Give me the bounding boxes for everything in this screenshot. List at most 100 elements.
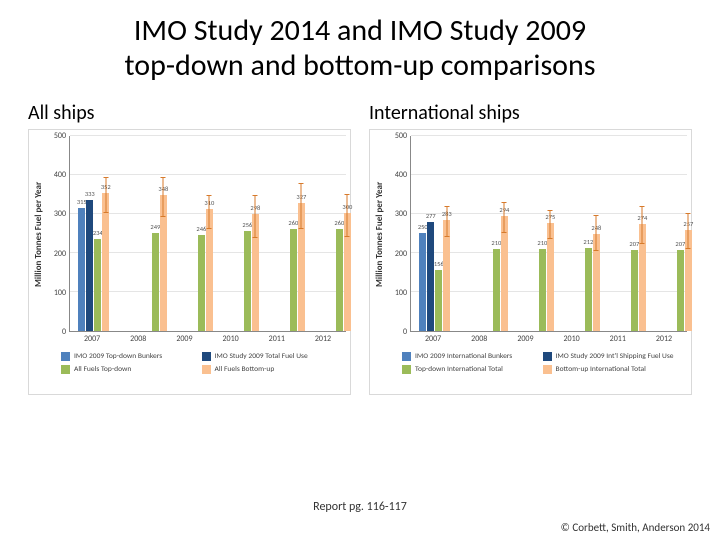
bar: 298: [252, 214, 259, 331]
page-title: IMO Study 2014 and IMO Study 2009 top-do…: [28, 14, 692, 83]
bar: 275: [547, 223, 554, 331]
legend-item: Top-down International Total: [402, 365, 543, 374]
title-line-2: top-down and bottom-up comparisons: [125, 47, 596, 84]
legend-label: IMO Study 2009 Total Fuel Use: [215, 352, 308, 361]
bar-value-label: 207: [675, 240, 685, 248]
error-bar: [105, 177, 106, 213]
bar-value-label: 212: [583, 238, 593, 246]
bar: 327: [298, 203, 305, 331]
bar-value-label: 156: [434, 260, 444, 268]
subtitles-row: All ships International ships: [28, 101, 692, 125]
legend-item: IMO 2009 Top-down Bunkers: [61, 352, 202, 361]
chart-all-ships: Million Tonnes Fuel per Year010020030040…: [28, 129, 351, 395]
legend-item: IMO Study 2009 Total Fuel Use: [202, 352, 343, 361]
bar: 310: [206, 209, 213, 331]
bar-value-label: 250: [418, 223, 428, 231]
bar-value-label: 210: [491, 239, 501, 247]
bar-group: 250277156283: [419, 220, 450, 331]
bar: 348: [160, 195, 167, 331]
title-line-1: IMO Study 2014 and IMO Study 2009: [134, 12, 586, 49]
bar: 294: [501, 216, 508, 331]
bar: 207: [677, 250, 684, 331]
y-axis: 0100200300400500: [47, 136, 69, 332]
x-axis: 200720082009201020112012: [410, 334, 687, 344]
x-tick-label: 2009: [161, 334, 207, 344]
legend-swatch: [543, 352, 552, 361]
bar: 210: [493, 249, 500, 331]
bar: 212: [585, 248, 592, 331]
bar: 246: [198, 235, 205, 331]
error-bar: [596, 215, 597, 251]
subtitle-right: International ships: [369, 101, 692, 125]
charts-row: Million Tonnes Fuel per Year010020030040…: [28, 129, 692, 395]
legend-item: All Fuels Top-down: [61, 365, 202, 374]
legend: IMO 2009 International Bunkers IMO Study …: [402, 352, 683, 374]
x-tick-label: 2011: [254, 334, 300, 344]
bar-value-label: 234: [93, 229, 103, 237]
legend-swatch: [202, 365, 211, 374]
y-axis-label: Million Tonnes Fuel per Year: [33, 136, 47, 332]
x-tick-label: 2007: [410, 334, 456, 344]
bar-value-label: 256: [242, 221, 252, 229]
legend-label: All Fuels Bottom-up: [215, 365, 275, 374]
bar: 300: [344, 213, 351, 331]
legend-label: IMO Study 2009 Int'l Shipping Fuel Use: [556, 352, 674, 361]
bar: 250: [419, 233, 426, 331]
legend-item: Bottom-up International Total: [543, 365, 684, 374]
x-tick-label: 2010: [549, 334, 595, 344]
legend-item: IMO 2009 International Bunkers: [402, 352, 543, 361]
bar: 248: [593, 234, 600, 331]
bar-value-label: 260: [288, 219, 298, 227]
legend-swatch: [543, 365, 552, 374]
legend: IMO 2009 Top-down Bunkers IMO Study 2009 …: [61, 352, 342, 374]
bar-value-label: 246: [196, 225, 206, 233]
legend-swatch: [402, 365, 411, 374]
bar-group: 249348: [152, 195, 167, 331]
bar-group: 210275: [539, 223, 554, 331]
x-tick-label: 2010: [208, 334, 254, 344]
error-bar: [347, 194, 348, 237]
bar-value-label: 315: [77, 198, 87, 206]
bar-value-label: 277: [426, 212, 436, 220]
x-tick-label: 2009: [502, 334, 548, 344]
chart-international-ships: Million Tonnes Fuel per Year010020030040…: [369, 129, 692, 395]
bar: 257: [685, 230, 692, 331]
legend-item: IMO Study 2009 Int'l Shipping Fuel Use: [543, 352, 684, 361]
legend-label: All Fuels Top-down: [74, 365, 131, 374]
bar: 260: [290, 229, 297, 331]
x-tick-label: 2008: [115, 334, 161, 344]
bar-group: 246310: [198, 209, 213, 331]
legend-label: Bottom-up International Total: [556, 365, 646, 374]
bar-group: 260327: [290, 203, 305, 331]
x-axis: 200720082009201020112012: [69, 334, 346, 344]
bar-group: 315333234352: [78, 193, 109, 331]
bar: 249: [152, 233, 159, 331]
error-bar: [504, 202, 505, 233]
bar: 234: [94, 239, 101, 331]
error-bar: [163, 177, 164, 216]
legend-label: IMO 2009 Top-down Bunkers: [74, 352, 162, 361]
bar: 207: [631, 250, 638, 331]
bar: 260: [336, 229, 343, 331]
error-bar: [301, 183, 302, 229]
legend-swatch: [61, 365, 70, 374]
error-bar: [550, 210, 551, 239]
subtitle-left: All ships: [28, 101, 351, 125]
bar: 352: [102, 193, 109, 331]
bar: 274: [639, 224, 646, 331]
bar: 333: [86, 200, 93, 331]
slide: IMO Study 2014 and IMO Study 2009 top-do…: [0, 0, 720, 540]
bar-group: 256298: [244, 214, 259, 331]
bar-value-label: 260: [334, 219, 344, 227]
legend-swatch: [61, 352, 70, 361]
footer-right: © Corbett, Smith, Anderson 2014: [561, 521, 710, 534]
bar-value-label: 333: [85, 190, 95, 198]
x-tick-label: 2012: [300, 334, 346, 344]
bar-group: 210294: [493, 216, 508, 331]
legend-label: Top-down International Total: [415, 365, 503, 374]
bar: 277: [427, 222, 434, 331]
error-bar: [642, 206, 643, 244]
error-bar: [688, 213, 689, 248]
x-tick-label: 2012: [641, 334, 687, 344]
bar: 256: [244, 231, 251, 331]
